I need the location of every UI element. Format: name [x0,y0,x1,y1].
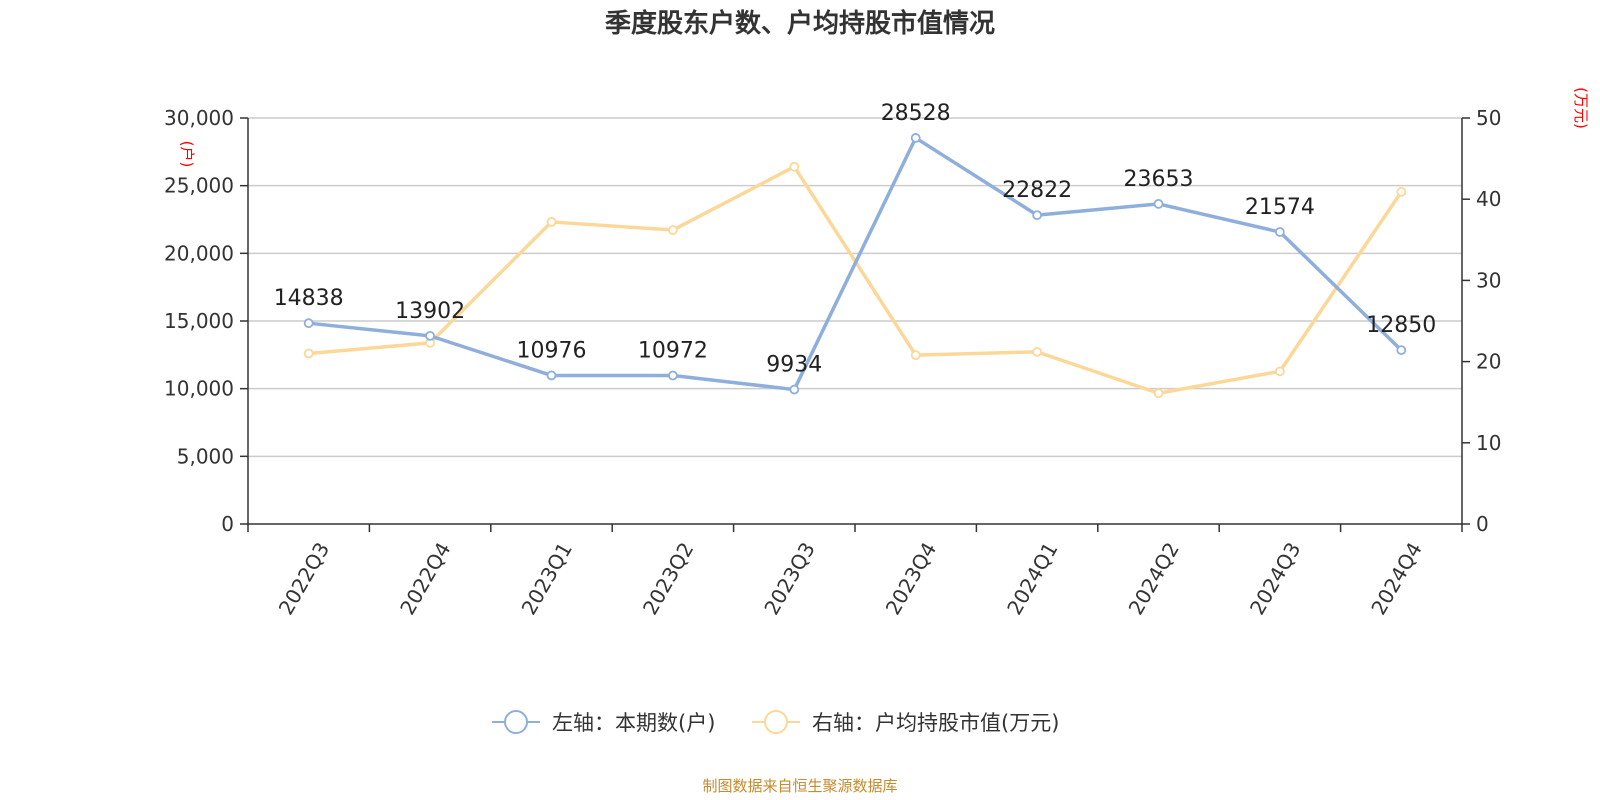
data-point-left[interactable] [668,370,678,381]
right-axis-tick-label: 40 [1476,187,1501,211]
left-axis-tick-label: 30,000 [164,106,234,130]
x-axis-tick-label: 2023Q2 [638,538,698,619]
x-axis-tick-label: 2023Q1 [517,538,577,619]
left-axis-tick-label: 10,000 [164,377,234,401]
right-axis-tick-label: 30 [1476,268,1501,292]
left-axis-tick-label: 20,000 [164,241,234,265]
data-label: 9934 [766,353,822,378]
data-point-left[interactable] [1396,345,1407,355]
legend-left-circle-swatch [504,710,528,734]
data-point-right[interactable] [1032,346,1042,357]
data-point-right[interactable] [546,217,557,227]
series-line-right [308,164,1403,396]
data-point-left[interactable] [1275,227,1285,237]
data-point-left[interactable] [546,370,557,381]
left-axis-unit: (户) [178,141,196,168]
data-point-left[interactable] [425,330,436,341]
data-label: 22822 [1002,178,1072,203]
right-axis-tick-label: 20 [1476,350,1501,374]
left-axis-tick-label: 25,000 [164,174,234,198]
data-labels: 14838 13902 10976 10972 9934 28528 22822 23653 2… [274,101,1437,378]
legend-item-right-series[interactable]: 右轴：户均持股市值(万元) [752,710,1059,735]
x-axis-tick-label: 2024Q2 [1124,538,1184,619]
legend-right-circle-swatch [764,710,788,734]
x-axis-tick-label: 2024Q3 [1245,538,1305,619]
x-axis-tick-label: 2024Q1 [1002,538,1062,619]
data-label: 13902 [395,299,465,324]
right-axis-unit: (万元) [1572,87,1590,129]
grid-lines [248,117,1462,458]
legend: 左轴：本期数(户) 右轴：户均持股市值(万元) [492,710,1059,735]
series-line-left [308,136,1403,392]
axes: 0 5,000 10,000 15,000 20,000 25,000 30,000 0 10 2… [164,106,1501,619]
data-label: 12850 [1366,313,1436,338]
data-point-left[interactable] [1032,210,1042,221]
data-point-right[interactable] [303,348,314,359]
data-point-right[interactable] [1275,366,1285,377]
data-label: 10976 [517,338,587,363]
series-layer [303,133,1407,399]
data-label: 14838 [274,286,344,311]
right-axis-tick-label: 50 [1476,106,1501,130]
data-point-left[interactable] [910,133,921,143]
x-axis-tick-label: 2023Q4 [881,538,941,619]
x-axis-tick-label: 2022Q3 [274,538,334,619]
data-point-right[interactable] [910,350,921,361]
data-point-right[interactable] [1153,388,1164,399]
source-note: 制图数据来自恒生聚源数据库 [702,777,897,795]
data-label: 10972 [638,339,708,364]
data-point-left[interactable] [303,318,314,329]
right-axis-tick-label: 10 [1476,431,1501,455]
left-axis-tick-label: 0 [221,512,234,536]
x-axis-tick-label: 2022Q4 [395,538,455,619]
data-label: 23653 [1124,167,1194,192]
left-axis-tick-label: 15,000 [164,309,234,333]
data-point-left[interactable] [1153,198,1164,209]
data-point-left[interactable] [789,384,800,395]
x-axis-tick-label: 2023Q3 [759,538,819,619]
legend-item-left-series[interactable]: 左轴：本期数(户) [492,710,715,735]
data-point-right[interactable] [1396,186,1407,197]
data-point-right[interactable] [668,225,678,235]
data-label: 21574 [1245,195,1315,220]
data-point-right[interactable] [789,161,800,172]
legend-left-label: 左轴：本期数(户) [552,711,715,735]
left-axis-tick-label: 5,000 [177,444,234,468]
chart-title: 季度股东户数、户均持股市值情况 [605,8,995,39]
right-axis-tick-label: 0 [1476,512,1489,536]
legend-right-label: 右轴：户均持股市值(万元) [812,711,1059,735]
x-axis-tick-label: 2024Q4 [1366,538,1426,619]
data-label: 28528 [881,101,951,126]
